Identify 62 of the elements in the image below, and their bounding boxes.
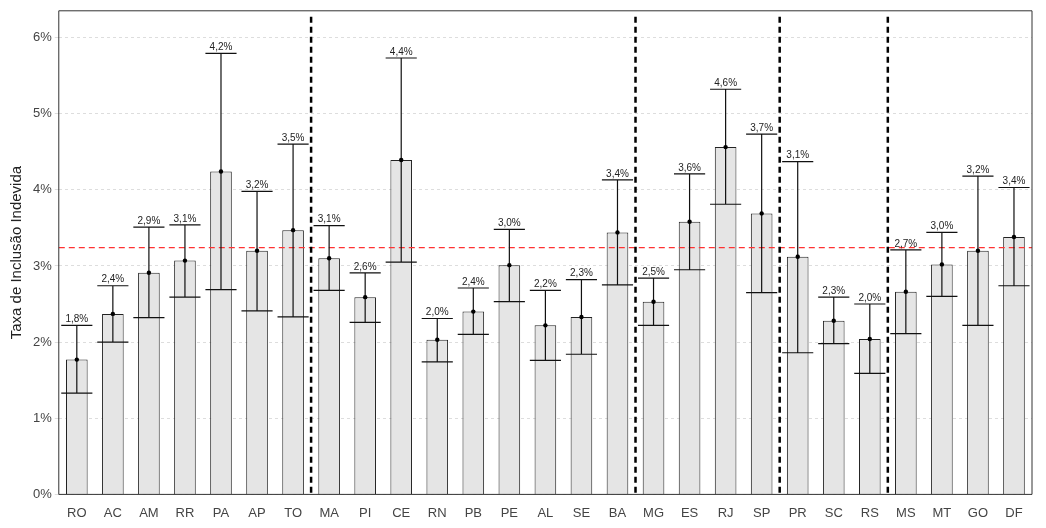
x-tick-label: AC [103, 504, 122, 520]
x-tick-label: ES [680, 504, 699, 520]
y-tick-label: 4% [32, 181, 53, 197]
annotation: 2,4% [461, 275, 485, 287]
x-tick-label: RO [67, 504, 87, 520]
x-tick-label: PE [500, 504, 519, 520]
annotation: 4,6% [714, 76, 738, 88]
y-tick-label: 5% [32, 105, 53, 121]
annotation: 3,7% [750, 121, 774, 133]
annotation: 2,3% [822, 284, 846, 296]
annotation: 1,8% [65, 313, 89, 325]
annotation: 3,0% [497, 217, 521, 229]
y-tick-label: 0% [32, 485, 53, 501]
x-tick-label: SC [824, 504, 843, 520]
x-tick-label: RR [175, 504, 195, 520]
annotation: 2,7% [894, 237, 918, 249]
x-tick-label: SP [752, 504, 771, 520]
x-tick-label: PI [359, 504, 372, 520]
y-axis-title: Taxa de Inclusão Indevida [7, 165, 25, 340]
annotation: 3,6% [678, 161, 702, 173]
annotation: 3,0% [930, 220, 954, 232]
annotation: 3,5% [281, 131, 305, 143]
annotation: 2,0% [425, 306, 449, 318]
annotation: 3,2% [245, 179, 269, 191]
x-tick-label: MG [643, 504, 665, 520]
x-tick-label: CE [392, 504, 411, 520]
annotation: 2,4% [101, 273, 125, 285]
annotation: 3,2% [966, 163, 990, 175]
x-tick-label: RS [860, 504, 880, 520]
annotation: 3,4% [606, 167, 629, 179]
annotation: 3,1% [317, 213, 341, 225]
annotation: 2,2% [534, 278, 557, 290]
x-tick-label: BA [608, 504, 627, 520]
x-tick-label: SE [572, 504, 591, 520]
y-tick-label: 6% [32, 29, 53, 45]
x-tick-label: MS [896, 504, 916, 520]
annotation: 3,1% [173, 212, 197, 224]
annotation: 4,2% [209, 41, 233, 53]
x-tick-label: AL [537, 504, 554, 520]
annotation: 3,4% [1002, 175, 1026, 187]
x-tick-label: GO [967, 504, 989, 520]
annotation: 3,1% [786, 149, 810, 161]
x-tick-label: TO [284, 504, 302, 520]
x-tick-label: PA [212, 504, 230, 520]
annotation: 2,3% [570, 267, 593, 279]
y-tick-label: 1% [32, 409, 53, 425]
annotation: 2,5% [642, 265, 666, 277]
annotation: 4,4% [389, 45, 413, 57]
y-tick-label: 2% [32, 333, 53, 349]
annotation: 2,9% [137, 214, 161, 226]
x-tick-label: AP [248, 504, 266, 520]
x-tick-label: RJ [717, 504, 734, 520]
x-tick-label: PB [464, 504, 482, 520]
x-tick-label: DF [1005, 504, 1023, 520]
annotation: 2,6% [353, 260, 377, 272]
x-tick-label: RN [427, 504, 447, 520]
y-tick-label: 3% [32, 257, 53, 273]
x-tick-label: AM [139, 504, 159, 520]
x-tick-label: MA [319, 504, 340, 520]
x-tick-label: PR [788, 504, 807, 520]
annotation: 2,0% [858, 291, 882, 303]
x-tick-label: MT [932, 504, 952, 520]
